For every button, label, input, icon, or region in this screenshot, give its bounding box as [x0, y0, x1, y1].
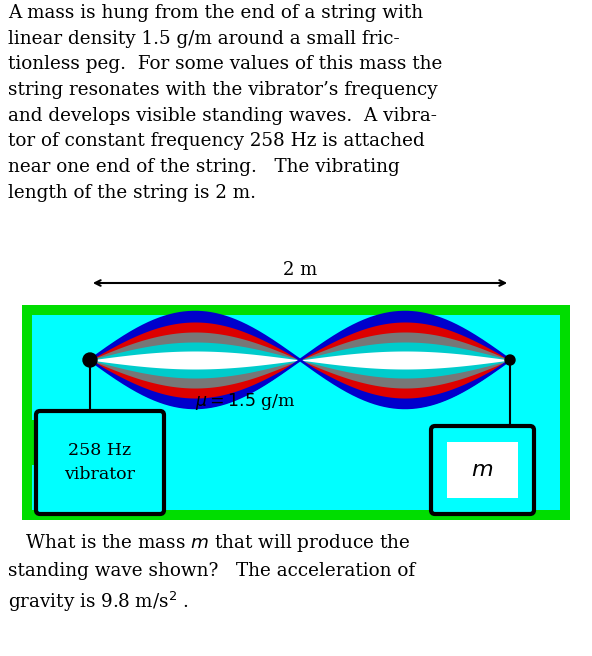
- FancyBboxPatch shape: [431, 426, 534, 514]
- Bar: [32, 315, 67, 420]
- Circle shape: [505, 355, 515, 365]
- Text: $\mu = 1.5$ g/m: $\mu = 1.5$ g/m: [195, 392, 296, 413]
- Text: A mass is hung from the end of a string with
linear density 1.5 g/m around a sma: A mass is hung from the end of a string …: [8, 4, 442, 202]
- Bar: [32, 465, 67, 510]
- Text: What is the mass $m$ that will produce the
standing wave shown?   The accelerati: What is the mass $m$ that will produce t…: [8, 532, 415, 614]
- Circle shape: [83, 353, 97, 367]
- Text: 258 Hz
vibrator: 258 Hz vibrator: [65, 442, 136, 483]
- FancyBboxPatch shape: [36, 411, 164, 514]
- Text: 2 m: 2 m: [283, 261, 317, 279]
- Bar: [22, 305, 570, 520]
- Text: $m$: $m$: [471, 459, 494, 481]
- Bar: [447, 442, 518, 498]
- Bar: [22, 315, 57, 510]
- Bar: [32, 420, 67, 465]
- Bar: [32, 315, 560, 510]
